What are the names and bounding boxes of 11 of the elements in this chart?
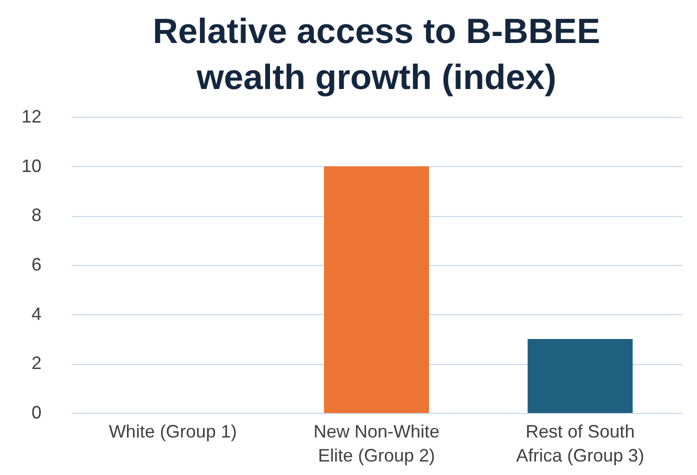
y-tick-label: 4 <box>31 304 42 324</box>
y-tick-label: 12 <box>21 106 42 126</box>
y-tick-label: 10 <box>21 156 42 176</box>
y-tick-label: 6 <box>31 254 42 274</box>
y-tick-label: 2 <box>31 353 42 374</box>
x-tick-label: New Non-White Elite (Group 2) <box>313 422 440 466</box>
y-tick-label: 0 <box>31 402 42 422</box>
chart-title: Relative access to B-BBEE wealth growth (index) <box>152 12 600 97</box>
x-tick-label: White (Group 1) <box>108 422 237 442</box>
x-tick-label: Rest of South Africa (Group 3) <box>516 422 644 466</box>
y-tick-label: 8 <box>31 205 42 226</box>
